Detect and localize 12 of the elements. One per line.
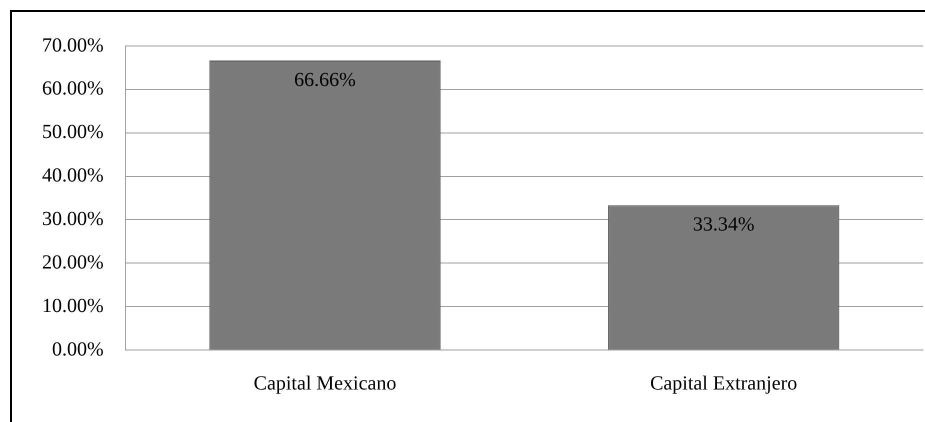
y-tick-label: 10.00% — [42, 294, 104, 317]
data-label: 33.34% — [692, 213, 754, 236]
y-tick-label: 50.00% — [42, 121, 104, 144]
x-tick-label: Capital Mexicano — [254, 372, 396, 394]
y-tick-label: 70.00% — [42, 34, 104, 56]
y-tick-label: 60.00% — [42, 78, 104, 100]
y-tick-label: 0.00% — [52, 338, 104, 360]
y-tick-label: 30.00% — [42, 208, 104, 230]
y-tick-label: 40.00% — [42, 164, 104, 187]
data-label: 66.66% — [294, 68, 356, 91]
y-tick-label: 20.00% — [42, 251, 104, 274]
x-tick-label: Capital Extranjero — [650, 372, 798, 394]
